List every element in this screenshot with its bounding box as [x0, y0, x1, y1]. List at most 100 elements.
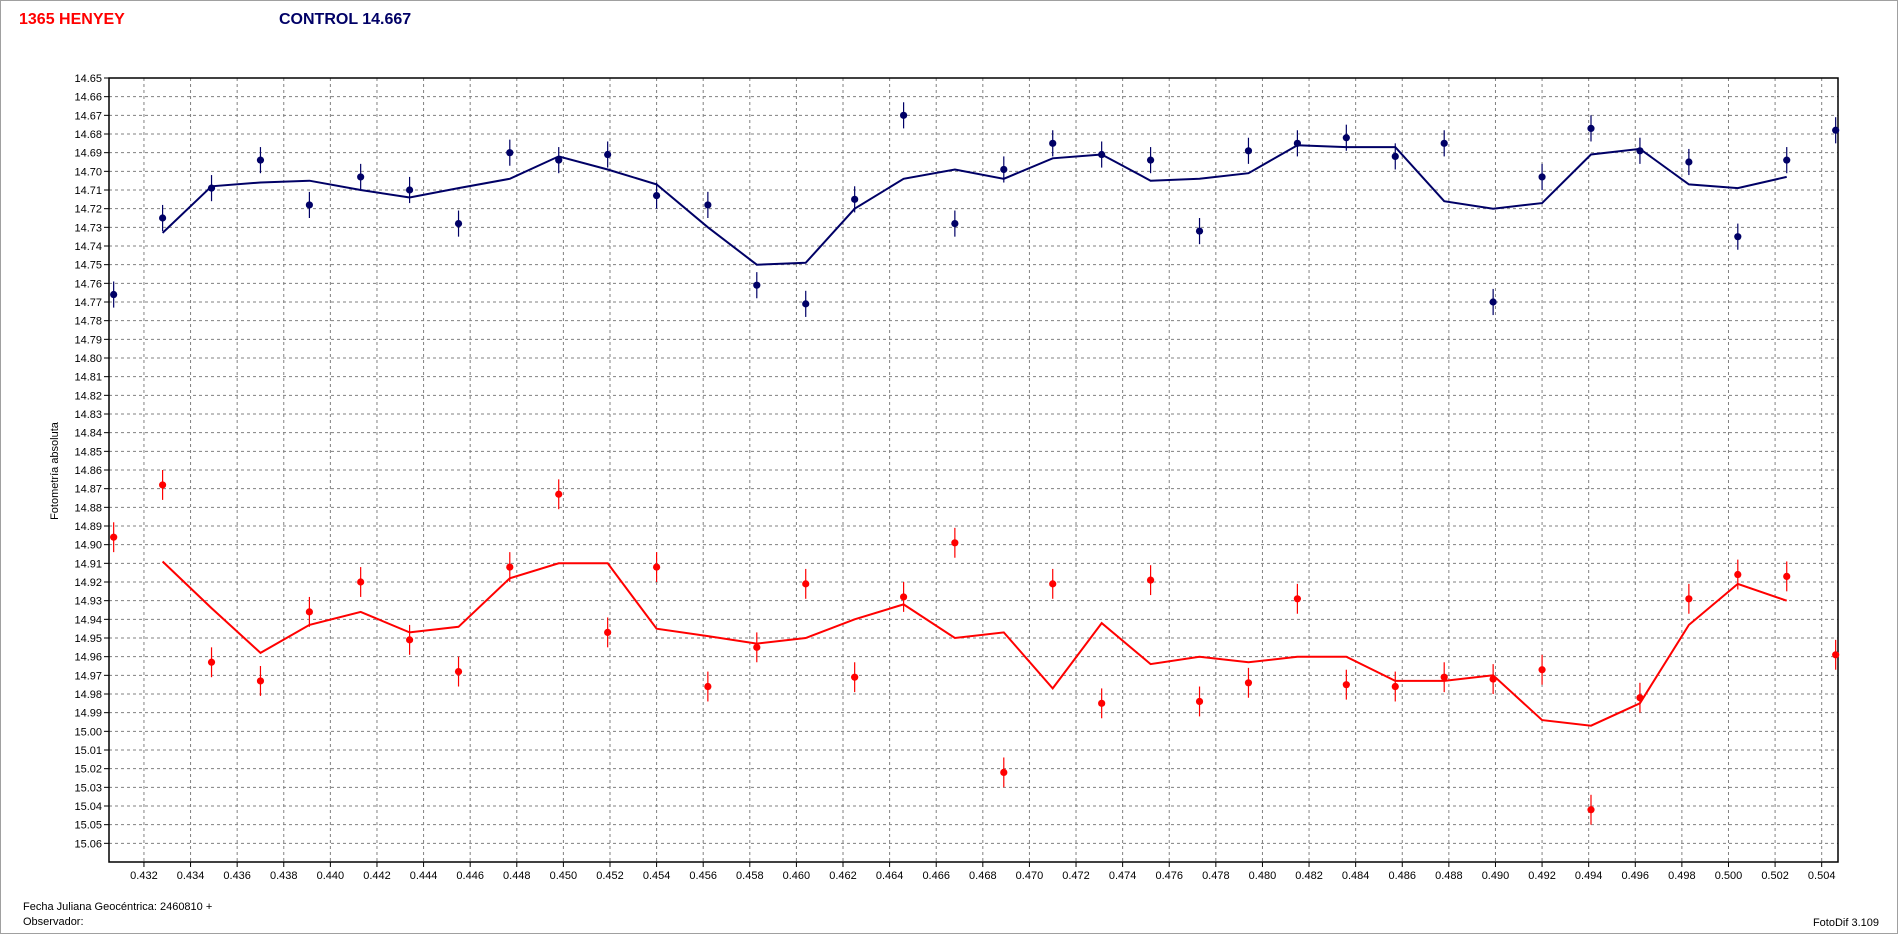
target-data-point [1489, 675, 1497, 683]
x-tick-label: 0.478 [1202, 870, 1230, 882]
target-data-point [555, 490, 563, 498]
x-tick-label: 0.476 [1155, 870, 1183, 882]
control-data-point [1489, 298, 1497, 306]
y-tick-label: 14.79 [74, 334, 102, 346]
target-data-point [357, 578, 365, 586]
x-tick-label: 0.462 [829, 870, 857, 882]
target-data-point [1293, 595, 1301, 603]
control-data-point [1049, 139, 1057, 147]
control-data-point [1685, 158, 1693, 166]
y-tick-label: 14.74 [74, 241, 102, 253]
x-tick-label: 0.432 [130, 870, 158, 882]
y-tick-label: 14.71 [74, 185, 102, 197]
control-data-point [454, 220, 463, 228]
control-data-point [604, 150, 612, 159]
target-data-point [1146, 576, 1155, 584]
control-data-point [1342, 134, 1350, 142]
y-tick-label: 14.84 [74, 428, 102, 440]
control-title: CONTROL 14.667 [279, 11, 412, 28]
y-tick-label: 14.76 [74, 278, 102, 290]
y-tick-label: 14.98 [74, 689, 102, 701]
target-data-point [1685, 595, 1693, 603]
control-data-point [1391, 152, 1399, 160]
target-data-point [951, 539, 959, 547]
x-tick-label: 0.480 [1249, 870, 1277, 882]
control-data-point [1146, 156, 1155, 164]
control-data-point [652, 192, 661, 200]
y-tick-label: 14.68 [74, 129, 102, 141]
control-data-point [1587, 124, 1595, 132]
x-tick-label: 0.448 [503, 870, 531, 882]
observer-label: Observador: [23, 916, 84, 928]
control-data-point [158, 214, 167, 222]
control-data-point [256, 156, 265, 164]
control-data-point [899, 111, 908, 119]
control-data-point [1195, 227, 1204, 235]
control-trend-line [161, 144, 1787, 266]
control-data-point [207, 184, 216, 192]
control-data-point [110, 290, 118, 299]
x-tick-label: 0.436 [223, 870, 251, 882]
x-tick-label: 0.452 [596, 870, 624, 882]
x-tick-label: 0.474 [1109, 870, 1137, 882]
y-tick-label: 14.91 [74, 558, 102, 570]
control-data-point [1734, 233, 1742, 241]
y-tick-label: 14.78 [74, 316, 102, 328]
control-data-point [851, 195, 859, 203]
control-data-point [1440, 139, 1448, 147]
target-data-point [1587, 806, 1595, 814]
control-data-point [405, 186, 414, 194]
x-tick-label: 0.496 [1622, 870, 1650, 882]
target-data-point [1342, 681, 1350, 689]
target-data-point [802, 580, 810, 588]
y-tick-label: 14.93 [74, 596, 102, 608]
x-tick-label: 0.456 [689, 870, 717, 882]
x-tick-label: 0.466 [922, 870, 950, 882]
y-tick-label: 14.90 [74, 540, 102, 552]
y-tick-label: 15.06 [74, 838, 102, 850]
y-tick-label: 14.92 [74, 577, 102, 589]
target-data-point [1783, 572, 1791, 581]
target-data-point [1832, 651, 1840, 659]
y-tick-label: 14.82 [74, 390, 102, 402]
y-tick-label: 14.80 [74, 353, 102, 365]
x-tick-label: 0.486 [1388, 870, 1416, 882]
y-axis-label: Fotometría absoluta [49, 422, 61, 520]
x-tick-label: 0.504 [1808, 870, 1836, 882]
x-tick-label: 0.490 [1482, 870, 1510, 882]
x-tick-label: 0.502 [1761, 870, 1789, 882]
x-tick-label: 0.450 [550, 870, 578, 882]
target-data-point [1440, 673, 1448, 681]
target-data-point [256, 677, 265, 685]
target-data-point [1098, 699, 1106, 707]
target-data-point [851, 673, 859, 681]
target-data-point [1000, 768, 1008, 777]
x-tick-label: 0.440 [317, 870, 345, 882]
target-data-point [305, 608, 313, 616]
y-tick-label: 14.95 [74, 633, 102, 645]
control-data-point [506, 149, 514, 157]
target-data-point [454, 668, 463, 676]
control-data-point [1293, 139, 1301, 147]
x-tick-label: 0.446 [456, 870, 484, 882]
y-tick-label: 14.73 [74, 222, 102, 234]
x-tick-label: 0.468 [969, 870, 997, 882]
control-data-point [753, 281, 761, 289]
target-data-point [899, 593, 908, 601]
target-data-point [652, 563, 661, 571]
x-tick-label: 0.494 [1575, 870, 1603, 882]
target-data-point [604, 628, 612, 637]
control-data-point [704, 201, 712, 209]
control-data-point [1000, 165, 1008, 174]
target-data-point [207, 658, 216, 666]
y-tick-label: 15.01 [74, 745, 102, 757]
target-data-point [753, 643, 761, 651]
y-tick-label: 14.66 [74, 92, 102, 104]
y-tick-label: 14.81 [74, 372, 102, 384]
y-tick-label: 14.94 [74, 614, 102, 626]
x-tick-label: 0.484 [1342, 870, 1370, 882]
y-tick-label: 15.00 [74, 726, 102, 738]
y-tick-label: 14.86 [74, 465, 102, 477]
